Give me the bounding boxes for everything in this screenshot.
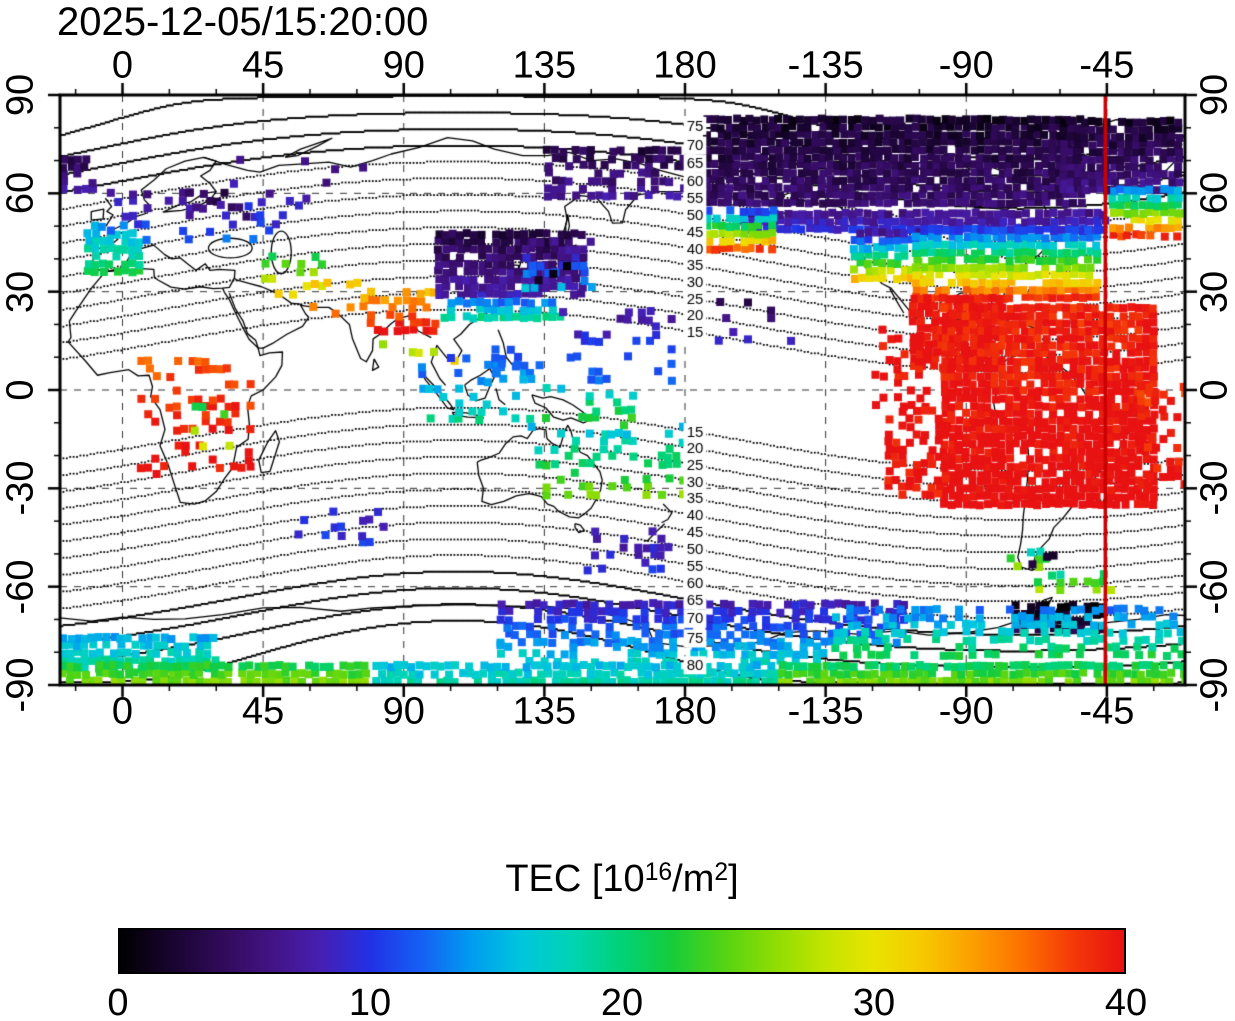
colorbar-tick-label-20: 20 xyxy=(600,982,644,1021)
colorbar-gradient xyxy=(118,928,1126,974)
lat-tick-label-right--60: -60 xyxy=(1193,559,1235,615)
lat-tick-label-left-30: 30 xyxy=(0,270,42,313)
lat-tick-label-right--90: -90 xyxy=(1193,657,1235,713)
lon-tick-label-top--135: -135 xyxy=(787,44,864,87)
lon-tick-label-bottom--90: -90 xyxy=(938,690,994,733)
colorbar-tick-label-10: 10 xyxy=(348,982,392,1021)
colorbar-title-text: TEC [10 xyxy=(505,858,645,900)
colorbar-title-close: ] xyxy=(728,858,739,900)
lon-tick-label-bottom--45: -45 xyxy=(1079,690,1135,733)
lon-tick-label-bottom--135: -135 xyxy=(787,690,864,733)
lon-tick-label-bottom-45: 45 xyxy=(241,690,285,733)
lon-tick-label-bottom-0: 0 xyxy=(111,690,134,733)
lon-tick-label-top-45: 45 xyxy=(241,44,285,87)
lat-tick-label-left--30: -30 xyxy=(0,460,42,516)
lon-tick-label-top-135: 135 xyxy=(512,44,577,87)
colorbar-tick-label-0: 0 xyxy=(107,982,129,1021)
lat-tick-label-left-0: 0 xyxy=(0,379,42,401)
lat-tick-label-left-90: 90 xyxy=(0,73,42,117)
lon-tick-label-bottom-180: 180 xyxy=(653,690,717,733)
colorbar-title: TEC [1016/m2] xyxy=(505,858,738,901)
lat-tick-label-left--90: -90 xyxy=(0,657,42,713)
lon-tick-label-top-90: 90 xyxy=(382,44,425,87)
lon-tick-label-top-180: 180 xyxy=(653,44,717,87)
lon-tick-label-bottom-135: 135 xyxy=(512,690,577,733)
lat-tick-label-right-60: 60 xyxy=(1193,172,1235,215)
lon-tick-label-top-0: 0 xyxy=(111,44,134,87)
lat-tick-label-right-30: 30 xyxy=(1193,270,1235,313)
lat-tick-label-left-60: 60 xyxy=(0,172,42,215)
colorbar-tick-label-30: 30 xyxy=(852,982,896,1021)
colorbar-title-units: /m xyxy=(672,858,715,900)
lat-tick-label-right-90: 90 xyxy=(1193,73,1235,117)
lat-tick-label-left--60: -60 xyxy=(0,559,42,615)
colorbar-tick-label-40: 40 xyxy=(1104,982,1148,1021)
colorbar-title-units-exponent: 2 xyxy=(714,858,729,886)
lat-tick-label-right--30: -30 xyxy=(1193,460,1235,516)
lon-tick-label-bottom-90: 90 xyxy=(382,690,425,733)
lon-tick-label-top--45: -45 xyxy=(1079,44,1135,87)
lat-tick-label-right-0: 0 xyxy=(1193,379,1235,401)
timestamp-label: 2025-12-05/15:20:00 xyxy=(57,0,429,44)
colorbar-title-exponent: 16 xyxy=(644,858,673,886)
lon-tick-label-top--90: -90 xyxy=(938,44,994,87)
